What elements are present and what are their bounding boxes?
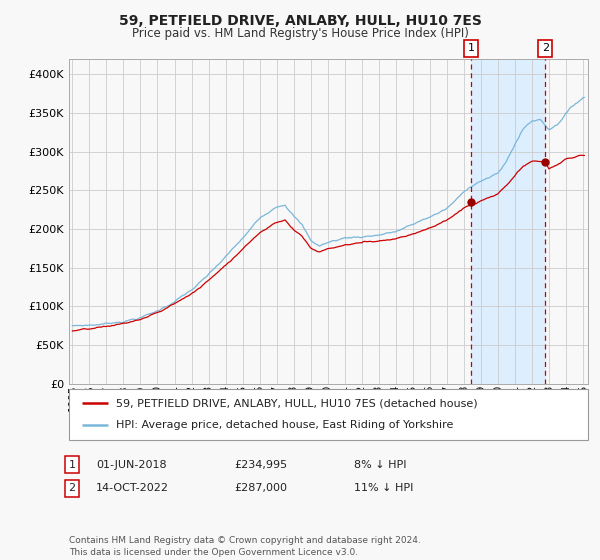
Bar — [471, 59, 545, 384]
Text: 01-JUN-2018: 01-JUN-2018 — [96, 460, 167, 470]
Text: £234,995: £234,995 — [234, 460, 287, 470]
Text: HPI: Average price, detached house, East Riding of Yorkshire: HPI: Average price, detached house, East… — [116, 421, 453, 431]
Text: 59, PETFIELD DRIVE, ANLABY, HULL, HU10 7ES (detached house): 59, PETFIELD DRIVE, ANLABY, HULL, HU10 7… — [116, 398, 478, 408]
Text: 1: 1 — [467, 43, 475, 53]
Text: 14-OCT-2022: 14-OCT-2022 — [96, 483, 169, 493]
Text: 11% ↓ HPI: 11% ↓ HPI — [354, 483, 413, 493]
Text: 2: 2 — [542, 43, 549, 53]
Text: Contains HM Land Registry data © Crown copyright and database right 2024.
This d: Contains HM Land Registry data © Crown c… — [69, 536, 421, 557]
Text: 2: 2 — [68, 483, 76, 493]
Text: 1: 1 — [68, 460, 76, 470]
Text: £287,000: £287,000 — [234, 483, 287, 493]
Text: Price paid vs. HM Land Registry's House Price Index (HPI): Price paid vs. HM Land Registry's House … — [131, 27, 469, 40]
Text: 59, PETFIELD DRIVE, ANLABY, HULL, HU10 7ES: 59, PETFIELD DRIVE, ANLABY, HULL, HU10 7… — [119, 14, 481, 28]
Text: 8% ↓ HPI: 8% ↓ HPI — [354, 460, 407, 470]
